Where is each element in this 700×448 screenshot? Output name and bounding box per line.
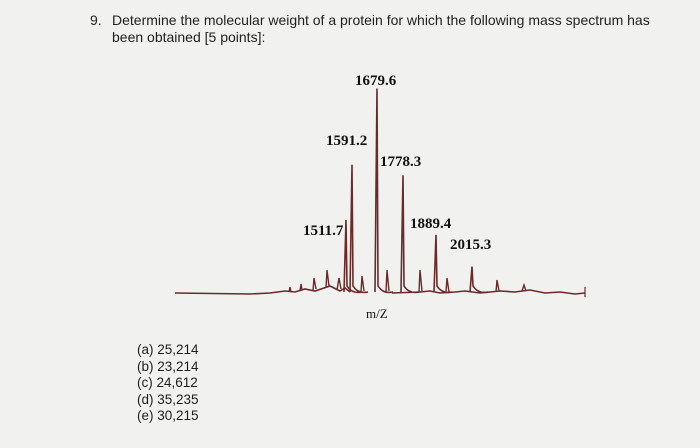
- peak-label-1778: 1778.3: [380, 154, 421, 170]
- option-a: (a) 25,214: [137, 342, 199, 357]
- option-b: (b) 23,214: [137, 358, 199, 374]
- peak-label-1889: 1889.4: [410, 216, 452, 232]
- spectrum-baseline: [174, 285, 586, 295]
- peak-label-2015: 2015.3: [450, 237, 491, 253]
- answer-options: (a) 25,214 (b) 23,214 (c) 24,612 (d) 35,…: [137, 342, 199, 425]
- peak-label-1511: 1511.7: [303, 223, 344, 239]
- x-axis-label: m/Z: [366, 306, 388, 321]
- peak-label-1679: 1679.6: [355, 73, 397, 89]
- spectrum-peak-1591.2: [349, 164, 369, 294]
- option-c: (c) 24,612: [137, 375, 198, 390]
- noise-peaks: [288, 269, 527, 293]
- spectrum-peak-2015.3: [469, 266, 489, 294]
- spectrum-peak-1778.3: [400, 175, 420, 294]
- question-number: 9.: [90, 12, 102, 28]
- peak-label-1591: 1591.2: [326, 133, 367, 149]
- question-text: Determine the molecular weight of a prot…: [112, 12, 650, 45]
- option-e: (e) 30,215: [137, 408, 199, 423]
- option-d: (d) 35,235: [137, 391, 199, 407]
- spectrum-peak-1889.4: [433, 234, 453, 294]
- question-block: 9. Determine the molecular weight of a p…: [90, 12, 680, 46]
- spectrum-peak-1679.6: [374, 88, 394, 294]
